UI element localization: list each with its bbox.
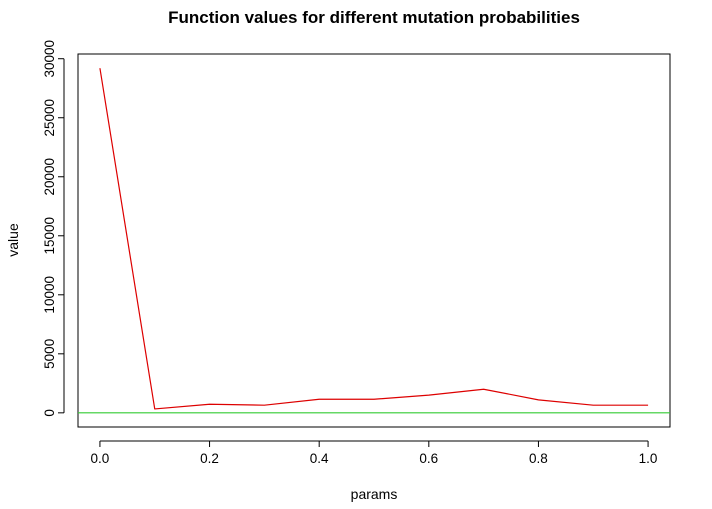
- chart-title: Function values for different mutation p…: [168, 8, 580, 27]
- y-axis-label: value: [5, 223, 21, 257]
- y-tick-label: 0: [42, 409, 57, 417]
- x-tick-label: 0.2: [200, 451, 219, 466]
- x-tick-label: 1.0: [639, 451, 658, 466]
- series-group: [99, 68, 649, 410]
- y-axis: 0 5000 10000 15000 20000 25000 30000: [42, 40, 65, 417]
- x-axis-label: params: [351, 486, 398, 502]
- x-axis: 0.0 0.2 0.4 0.6 0.8 1.0: [91, 440, 658, 466]
- x-tick-label: 0.4: [310, 451, 329, 466]
- y-tick-label: 10000: [42, 276, 57, 314]
- x-tick-label: 0.0: [91, 451, 110, 466]
- y-tick-label: 30000: [42, 40, 57, 78]
- plot-frame: [77, 53, 671, 428]
- x-tick-label: 0.6: [419, 451, 438, 466]
- y-tick-label: 15000: [42, 217, 57, 255]
- series-line: [99, 68, 649, 410]
- y-tick-label: 5000: [42, 339, 57, 369]
- y-tick-label: 20000: [42, 158, 57, 196]
- y-tick-label: 25000: [42, 99, 57, 137]
- x-tick-label: 0.8: [529, 451, 548, 466]
